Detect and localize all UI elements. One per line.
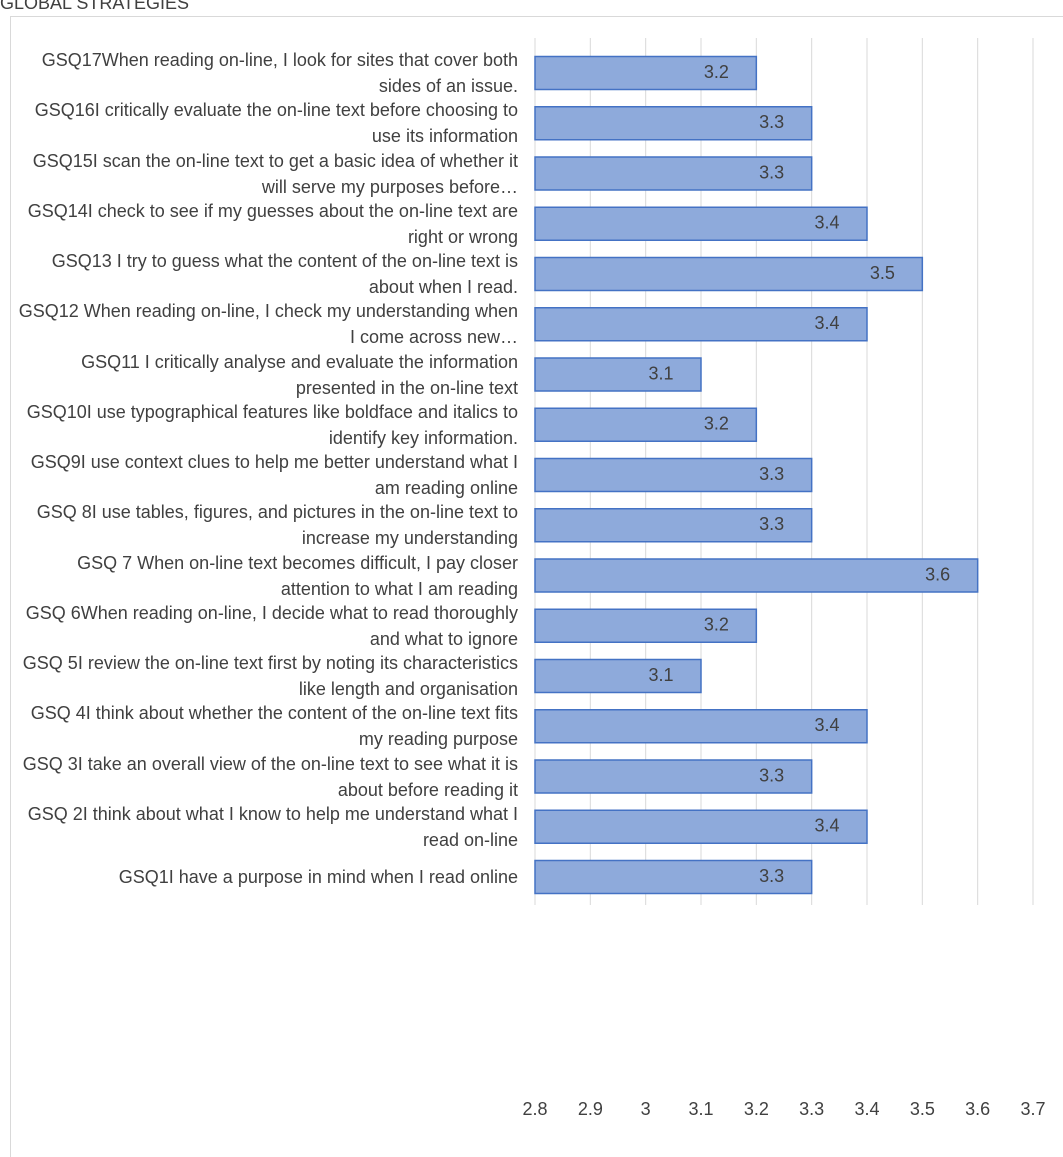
value-label: 3.1 (648, 363, 673, 383)
bar (534, 558, 979, 593)
bar (534, 759, 813, 794)
x-tick-label: 2.8 (522, 1099, 547, 1119)
value-label: 3.3 (759, 514, 784, 534)
x-tick-label: 3.5 (910, 1099, 935, 1119)
value-label: 3.6 (925, 564, 950, 584)
bar (534, 256, 924, 292)
bar (534, 156, 813, 191)
category-label: GSQ10I use typographical features like b… (26, 401, 518, 448)
category-label: GSQ16I critically evaluate the on-line t… (34, 100, 518, 147)
bar (534, 55, 758, 91)
bar (534, 357, 702, 392)
bar (534, 407, 758, 442)
x-tick-label: 3.1 (688, 1099, 713, 1119)
category-label: GSQ 8I use tables, figures, and pictures… (36, 502, 518, 549)
value-label: 3.3 (759, 765, 784, 785)
bar (534, 457, 813, 493)
category-label: GSQ14I check to see if my guesses about … (27, 200, 518, 247)
category-label: GSQ9I use context clues to help me bette… (30, 452, 518, 498)
chart-title: GLOBAL STRATEGIES (0, 0, 189, 13)
bar (534, 508, 813, 543)
bar (534, 658, 702, 694)
x-tick-label: 3.3 (799, 1099, 824, 1119)
category-label: GSQ 5I review the on-line text first by … (22, 653, 518, 699)
category-label: GSQ12 When reading on-line, I check my u… (18, 301, 518, 348)
bar (534, 859, 813, 895)
category-label: GSQ 6When reading on-line, I decide what… (25, 602, 518, 649)
value-label: 3.5 (870, 263, 895, 283)
value-label: 3.2 (704, 615, 729, 635)
bar (534, 206, 868, 241)
bar (534, 809, 868, 844)
value-label: 3.4 (814, 715, 839, 735)
value-label: 3.4 (814, 313, 839, 333)
bar (534, 608, 758, 643)
category-label: GSQ 7 When on-line text becomes difficul… (77, 552, 518, 599)
value-label: 3.3 (759, 464, 784, 484)
x-tick-label: 3.4 (854, 1099, 879, 1119)
category-label: GSQ 4I think about whether the content o… (30, 703, 518, 750)
value-label: 3.3 (759, 866, 784, 886)
category-label: GSQ13 I try to guess what the content of… (51, 251, 518, 297)
value-label: 3.2 (704, 414, 729, 434)
value-label: 3.2 (704, 62, 729, 82)
x-tick-label: 3.6 (965, 1099, 990, 1119)
category-label: GSQ11 I critically analyse and evaluate … (81, 351, 518, 398)
bar (534, 709, 868, 744)
category-label: GSQ17When reading on-line, I look for si… (41, 50, 518, 96)
x-tick-label: 3 (641, 1099, 651, 1119)
category-label: GSQ 3I take an overall view of the on-li… (22, 753, 518, 800)
x-tick-label: 2.9 (578, 1099, 603, 1119)
value-label: 3.3 (759, 112, 784, 132)
chart-frame (10, 16, 1063, 1157)
x-tick-label: 3.2 (744, 1099, 769, 1119)
category-label: GSQ1I have a purpose in mind when I read… (118, 867, 518, 887)
x-tick-label: 3.7 (1020, 1099, 1045, 1119)
bar (534, 307, 868, 342)
value-label: 3.4 (814, 213, 839, 233)
value-label: 3.1 (648, 665, 673, 685)
value-label: 3.4 (814, 816, 839, 836)
category-label: GSQ 2I think about what I know to help m… (27, 803, 518, 850)
category-label: GSQ15I scan the on-line text to get a ba… (32, 150, 518, 197)
value-label: 3.3 (759, 162, 784, 182)
bar (534, 106, 813, 141)
